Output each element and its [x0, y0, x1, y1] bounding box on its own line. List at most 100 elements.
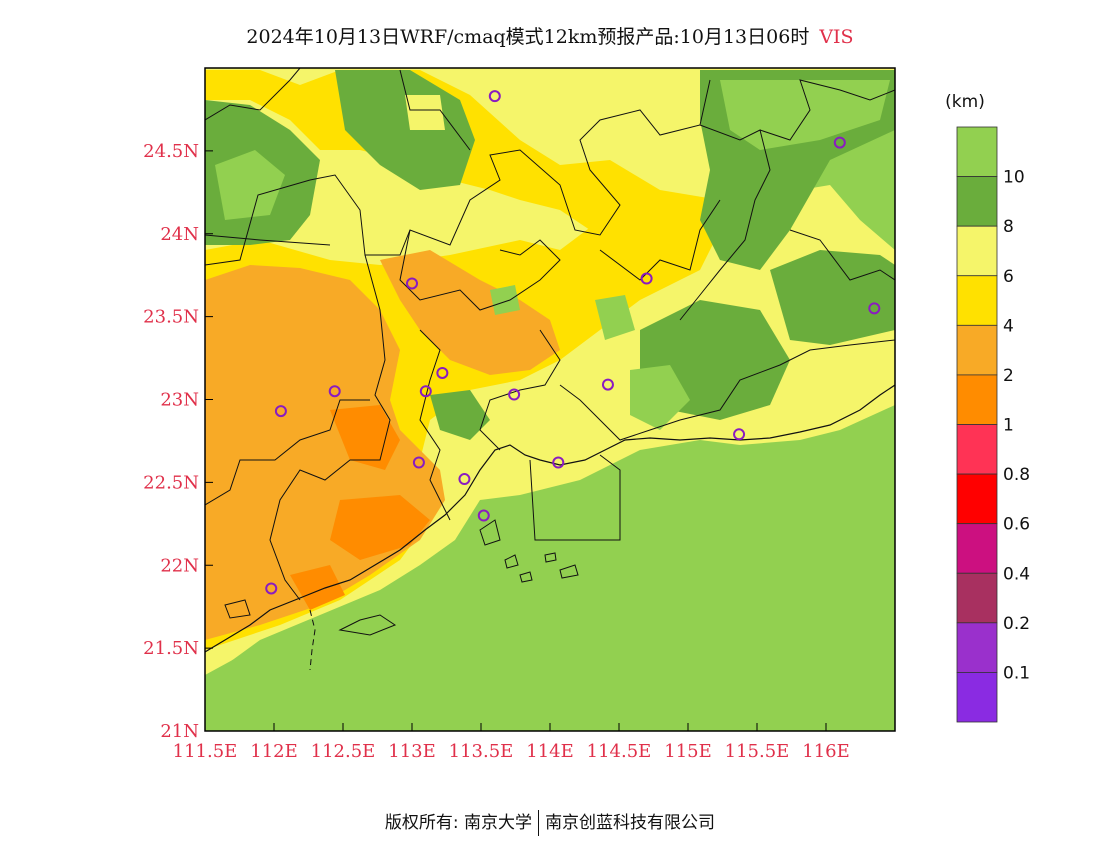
colorbar: (km) 10 8 6 4 2 1 0.8 0.6 0.4 0.2 0.1 [945, 92, 1030, 723]
title-text: 2024年10月13日WRF/cmaq模式12km预报产品:10月13日06时 [246, 26, 810, 48]
boundary-5 [679, 124, 771, 321]
colorbar-label: 6 [1003, 267, 1014, 287]
station-marker [868, 302, 881, 315]
colorbar-label: 0.8 [1003, 465, 1030, 485]
boundary-11 [599, 199, 721, 281]
station-marker [601, 378, 614, 391]
boundary-12 [559, 339, 895, 441]
island-3 [504, 554, 519, 569]
y-tick-label: 21N [160, 721, 199, 742]
coastline [205, 384, 895, 653]
island-2 [224, 599, 251, 619]
x-tick-label: 116E [802, 741, 850, 762]
dashed-boundary [309, 609, 316, 671]
station-marker [406, 277, 418, 290]
station-marker [265, 582, 278, 595]
map-field [205, 68, 895, 731]
colorbar-swatch [956, 473, 998, 525]
colorbar-label: 0.1 [1003, 663, 1030, 683]
colorbar-label: 0.6 [1003, 515, 1030, 535]
colorbar-swatch [956, 672, 998, 723]
footer-company: 南京创蓝科技有限公司 [545, 813, 716, 833]
boundary-8 [399, 229, 561, 311]
field-vis-1-2-a [330, 405, 400, 470]
boundary-hk-box [529, 454, 621, 541]
station-marker [436, 366, 449, 379]
colorbar-swatch [956, 176, 998, 227]
x-tick-label: 114E [526, 741, 574, 762]
figure-title: 2024年10月13日WRF/cmaq模式12km预报产品:10月13日06时 V… [0, 22, 1100, 49]
colorbar-swatch [956, 225, 998, 277]
sea-area [205, 410, 895, 731]
station-marker [412, 456, 425, 469]
field-vis-2-4-central [380, 250, 560, 375]
boundary-7 [205, 399, 370, 506]
colorbar-swatch [956, 622, 998, 673]
station-marker [552, 456, 565, 469]
title-variable: VIS [819, 26, 854, 48]
station-marker [328, 385, 341, 398]
boundary-9 [419, 329, 451, 521]
island-1 [338, 614, 397, 636]
x-tick-label: 114.5E [587, 741, 652, 762]
y-tick-label: 22.5N [143, 472, 199, 493]
y-axis: 21N 21.5N 22N 22.5N 23N 23.5N 24N 24.5N [143, 141, 213, 742]
field-vis-10-ne [720, 80, 890, 150]
y-tick-label: 24N [160, 224, 199, 245]
boundaries [205, 68, 895, 601]
colorbar-swatch [956, 523, 998, 574]
x-tick-label: 115E [664, 741, 712, 762]
colorbar-label: 8 [1003, 217, 1014, 237]
colorbar-label: 10 [1003, 168, 1025, 188]
station-marker [733, 428, 746, 441]
x-tick-label: 115.5E [725, 741, 790, 762]
y-tick-label: 23.5N [143, 307, 199, 328]
field-vis-10-spot-b [595, 295, 635, 340]
boundary-14 [205, 234, 331, 246]
station-marker [274, 405, 287, 418]
field-vis-1-2-b [330, 495, 430, 560]
boundary-10 [479, 329, 561, 451]
x-tick-label: 112E [250, 741, 298, 762]
footer-copyright: 版权所有: 南京大学 [384, 813, 533, 833]
field-vis-1-2-c [290, 565, 345, 610]
colorbar-swatch [956, 126, 998, 177]
colorbar-swatch [956, 324, 998, 376]
y-tick-label: 23N [160, 390, 199, 411]
field-vis-10-spot [490, 285, 520, 315]
boundary-2 [205, 79, 711, 266]
station-marker [458, 473, 471, 486]
boundary-3 [399, 69, 471, 151]
field-vis-10-coast [630, 365, 690, 430]
station-marker [477, 509, 490, 522]
station-marker [419, 385, 432, 398]
y-tick-label: 21.5N [143, 638, 199, 659]
footer: 版权所有: 南京大学 南京创蓝科技有限公司 [0, 808, 1100, 836]
x-tick-label: 111.5E [173, 741, 238, 762]
x-tick-label: 113E [388, 741, 436, 762]
y-tick-label: 24.5N [143, 141, 199, 162]
colorbar-label: 1 [1003, 416, 1014, 436]
colorbar-label: 4 [1003, 316, 1014, 336]
island-5 [544, 552, 557, 563]
island-7 [479, 519, 501, 546]
station-markers [265, 90, 881, 595]
x-tick-label: 112.5E [311, 741, 376, 762]
colorbar-swatch [956, 275, 998, 326]
island-6 [559, 564, 579, 579]
x-axis: 111.5E 112E 112.5E 113E 113.5E 114E 114.5E 115E… [173, 723, 850, 762]
field-vis-8-10-delta [430, 390, 490, 440]
x-tick-label: 113.5E [449, 741, 514, 762]
boundary-4 [759, 79, 895, 141]
footer-separator [538, 810, 540, 836]
colorbar-swatch [956, 572, 998, 624]
field-vis-6-8-hole [405, 95, 445, 130]
colorbar-label: 0.4 [1003, 564, 1030, 584]
island-4 [519, 571, 533, 583]
boundary-6 [269, 254, 391, 601]
station-marker [833, 136, 846, 149]
field-vis-8-10-east [770, 250, 895, 345]
boundary-1 [205, 68, 301, 121]
